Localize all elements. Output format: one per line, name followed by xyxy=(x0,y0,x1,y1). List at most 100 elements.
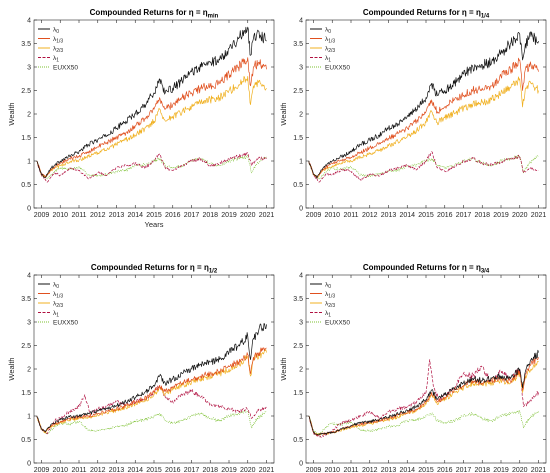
legend-label-symbol: λ xyxy=(325,281,329,288)
legend-label-symbol: λ xyxy=(53,300,57,307)
legend-label-symbol: λ xyxy=(325,291,329,298)
y-tick-label: 1 xyxy=(27,414,31,421)
legend-label-subscript: 1 xyxy=(328,313,331,319)
y-tick-label: 0.5 xyxy=(293,437,303,444)
legend-label-2: λ1/3 xyxy=(53,36,63,45)
x-tick-label: 2017 xyxy=(456,467,472,473)
legend-label-symbol: λ xyxy=(325,45,329,52)
y-tick-label: 0 xyxy=(27,206,31,213)
x-tick-label: 2013 xyxy=(381,467,397,473)
x-tick-label: 2015 xyxy=(418,212,434,219)
chart-title: Compounded Returns for η = ηmin xyxy=(90,8,219,20)
chart-title-subscript: 3/4 xyxy=(481,269,490,275)
x-tick-label: 2011 xyxy=(71,212,86,219)
x-tick-label: 2009 xyxy=(34,467,50,473)
x-tick-label: 2011 xyxy=(71,467,86,473)
y-tick-label: 1.5 xyxy=(293,390,303,397)
series-line-1 xyxy=(308,31,539,179)
legend-label-symbol: λ xyxy=(53,281,57,288)
series-line-3 xyxy=(308,76,539,178)
legend-label-1: λ0 xyxy=(325,26,331,35)
x-tick-label: 2010 xyxy=(324,467,340,473)
y-tick-label: 2.5 xyxy=(293,88,303,95)
legend-label-symbol: λ xyxy=(53,291,57,298)
x-tick-label: 2015 xyxy=(146,467,162,473)
x-tick-label: 2014 xyxy=(399,467,415,473)
x-tick-label: 2021 xyxy=(531,212,547,219)
x-tick-label: 2011 xyxy=(343,467,358,473)
x-tick-label: 2009 xyxy=(306,212,322,219)
chart-title-subscript: 1/2 xyxy=(209,269,218,275)
y-tick-label: 4 xyxy=(299,18,303,25)
series-line-2 xyxy=(308,57,539,178)
legend-label-2: λ1/3 xyxy=(325,291,335,300)
plot-area xyxy=(33,274,275,464)
x-tick-label: 2012 xyxy=(90,212,106,219)
legend-label-subscript: 1 xyxy=(56,58,59,64)
y-tick-label: 2 xyxy=(27,112,31,119)
y-axis-label: Wealth xyxy=(279,102,288,125)
series-line-5 xyxy=(308,409,539,435)
legend-label-subscript: 0 xyxy=(328,284,331,290)
legend-label-subscript: 2/3 xyxy=(328,303,335,309)
plot-area xyxy=(33,19,275,209)
chart-title-main: Compounded Returns for η = η xyxy=(363,8,481,17)
y-tick-label: 4 xyxy=(299,273,303,280)
x-axis-label: Years xyxy=(145,220,164,229)
legend-label-symbol: λ xyxy=(325,36,329,43)
x-tick-label: 2014 xyxy=(127,467,143,473)
x-tick-label: 2011 xyxy=(343,212,358,219)
x-tick-label: 2021 xyxy=(259,467,275,473)
series-line-5 xyxy=(36,410,267,435)
legend-label-subscript: 2/3 xyxy=(56,303,63,309)
x-tick-label: 2020 xyxy=(240,467,256,473)
x-tick-label: 2009 xyxy=(306,467,322,473)
x-tick-label: 2013 xyxy=(381,212,397,219)
y-tick-label: 2.5 xyxy=(293,343,303,350)
legend-label-4: λ1 xyxy=(53,310,59,319)
series-line-3 xyxy=(308,360,539,436)
x-tick-label: 2010 xyxy=(52,212,68,219)
y-tick-label: 3.5 xyxy=(293,41,303,48)
y-axis-label: Wealth xyxy=(279,357,288,380)
legend-label-subscript: 1/3 xyxy=(56,294,63,300)
x-tick-label: 2017 xyxy=(184,467,200,473)
y-tick-label: 1.5 xyxy=(21,135,31,142)
legend-label-5: EUXX50 xyxy=(325,319,350,326)
chart-title-main: Compounded Returns for η = η xyxy=(90,8,208,17)
x-tick-label: 2020 xyxy=(512,212,528,219)
x-tick-label: 2015 xyxy=(418,467,434,473)
y-tick-label: 2 xyxy=(299,112,303,119)
y-tick-label: 3 xyxy=(27,65,31,72)
x-tick-label: 2009 xyxy=(34,212,50,219)
legend-label-subscript: 0 xyxy=(56,284,59,290)
y-tick-label: 3.5 xyxy=(21,296,31,303)
y-tick-label: 1 xyxy=(299,159,303,166)
legend-label-symbol: λ xyxy=(325,300,329,307)
y-tick-label: 2 xyxy=(27,367,31,374)
x-tick-label: 2016 xyxy=(437,212,453,219)
x-tick-label: 2013 xyxy=(109,467,125,473)
chart-title-subscript: 1/4 xyxy=(481,14,490,20)
x-tick-label: 2015 xyxy=(146,212,162,219)
series-line-2 xyxy=(36,347,267,433)
y-tick-label: 0 xyxy=(299,206,303,213)
x-tick-label: 2016 xyxy=(437,467,453,473)
y-tick-label: 0 xyxy=(299,461,303,468)
x-tick-label: 2021 xyxy=(259,212,275,219)
y-axis-label: Wealth xyxy=(7,357,16,380)
legend-label-symbol: λ xyxy=(325,55,329,62)
legend-label-4: λ1 xyxy=(325,310,331,319)
legend-label-symbol: λ xyxy=(325,26,329,33)
series-line-4 xyxy=(308,151,539,183)
y-tick-label: 3.5 xyxy=(293,296,303,303)
legend-label-3: λ2/3 xyxy=(53,45,63,54)
legend-label-symbol: λ xyxy=(53,36,57,43)
chart-title-subscript: min xyxy=(208,14,219,20)
y-tick-label: 0.5 xyxy=(21,437,31,444)
legend-label-symbol: λ xyxy=(53,55,57,62)
